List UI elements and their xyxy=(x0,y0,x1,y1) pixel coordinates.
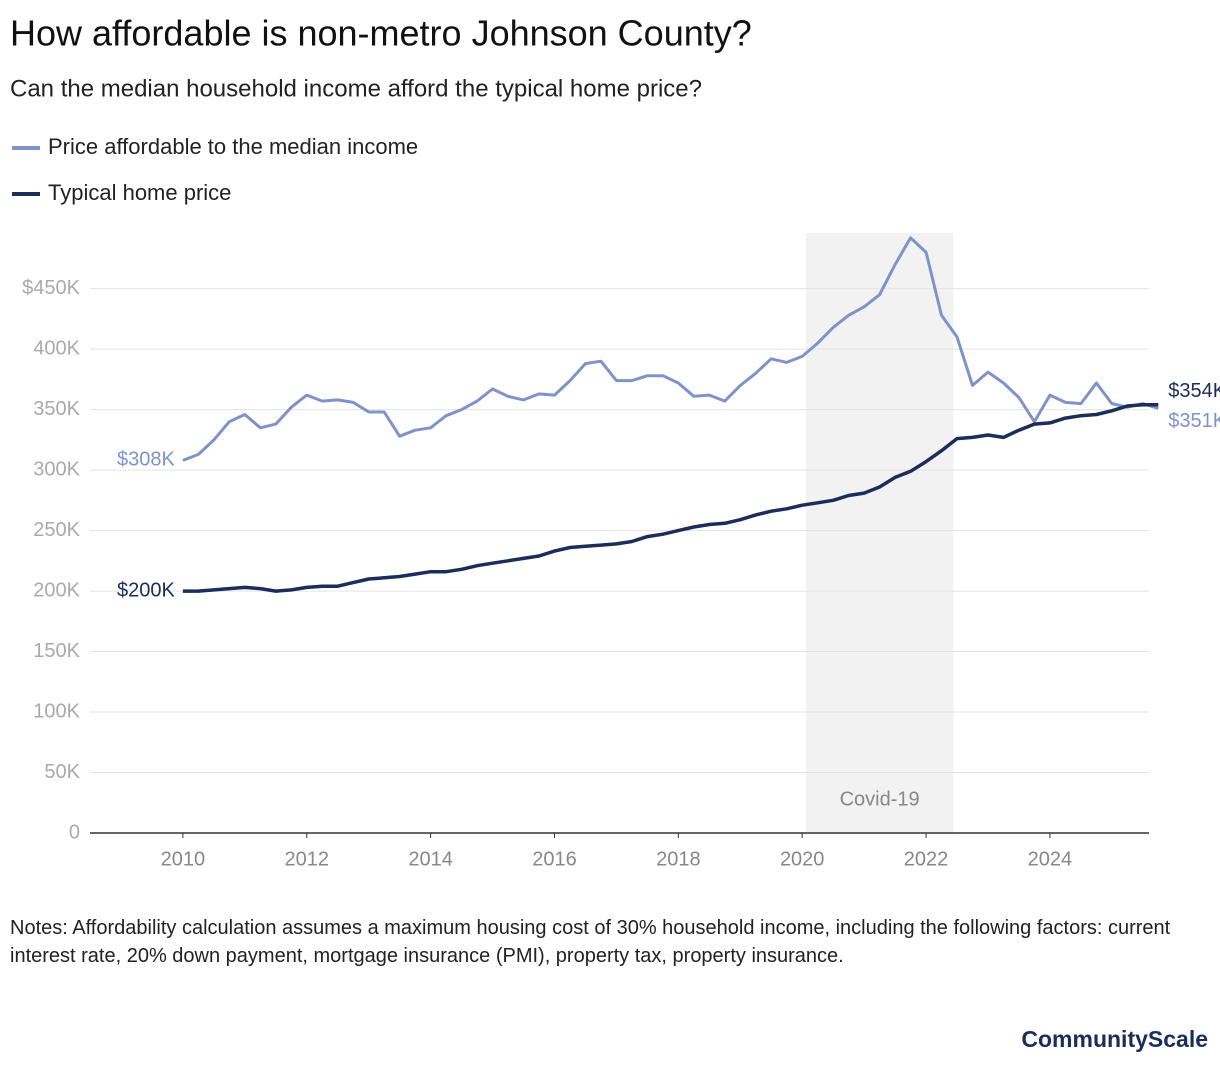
y-tick-label: 200K xyxy=(33,579,80,601)
x-tick-label: 2012 xyxy=(285,848,330,870)
value-label: $200K xyxy=(117,579,175,601)
series-line xyxy=(182,403,1159,593)
value-label: $351K xyxy=(1168,410,1220,432)
y-tick-label: 150K xyxy=(33,640,80,662)
shade-label: Covid-19 xyxy=(840,788,920,810)
legend-label: Typical home price xyxy=(48,180,231,205)
x-tick-label: 2022 xyxy=(904,848,949,870)
y-tick-label: $450K xyxy=(22,277,80,299)
y-tick-label: 50K xyxy=(44,761,80,783)
x-tick-label: 2010 xyxy=(161,848,206,870)
shade-region xyxy=(805,233,954,833)
y-tick-label: 250K xyxy=(33,519,80,541)
chart-title: How affordable is non-metro Johnson Coun… xyxy=(10,13,752,54)
legend-label: Price affordable to the median income xyxy=(48,134,418,159)
x-tick-label: 2020 xyxy=(780,848,825,870)
series-line xyxy=(182,236,1159,462)
brand: CommunityScale xyxy=(1021,1026,1208,1052)
x-tick-label: 2016 xyxy=(532,848,577,870)
x-tick-label: 2024 xyxy=(1028,848,1073,870)
y-tick-label: 0 xyxy=(69,821,80,843)
notes: Notes: Affordability calculation assumes… xyxy=(10,917,1171,967)
y-tick-label: 350K xyxy=(33,398,80,420)
y-tick-label: 300K xyxy=(33,458,80,480)
value-label: $308K xyxy=(117,449,175,471)
chart-subtitle: Can the median household income afford t… xyxy=(10,75,702,102)
y-tick-label: 400K xyxy=(33,337,80,359)
value-label: $354K xyxy=(1168,380,1220,402)
y-tick-label: 100K xyxy=(33,700,80,722)
x-tick-label: 2014 xyxy=(408,848,453,870)
x-tick-label: 2018 xyxy=(656,848,701,870)
